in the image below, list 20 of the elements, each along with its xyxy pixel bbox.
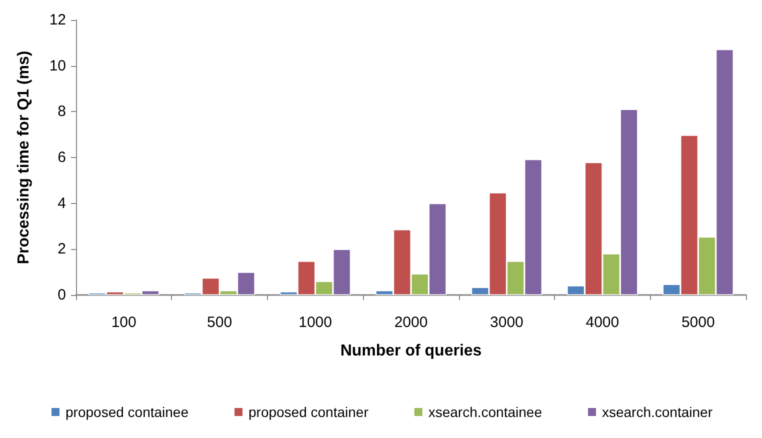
y-tick-label: 12 xyxy=(49,12,66,28)
y-tick-label: 8 xyxy=(58,103,66,120)
y-tick-label: 4 xyxy=(58,194,66,212)
y-tick-label: 6 xyxy=(58,149,66,166)
y-tick-label: 0 xyxy=(58,286,66,304)
x-tick-label: 4000 xyxy=(586,314,620,331)
x-tick-label: 100 xyxy=(111,314,136,331)
y-axis-title: Processing time for Q1 (ms) xyxy=(16,50,32,264)
legend-label: xsearch.containee xyxy=(428,404,542,420)
y-tick-label: 10 xyxy=(49,57,66,74)
legend-label: proposed container xyxy=(248,404,369,420)
x-tick-label: 2000 xyxy=(394,314,428,331)
legend-label: xsearch.container xyxy=(602,404,713,420)
x-tick-label: 1000 xyxy=(298,314,332,331)
legend-label: proposed containee xyxy=(66,404,189,420)
y-tick-label: 2 xyxy=(58,240,66,258)
x-tick-label: 3000 xyxy=(490,314,524,331)
x-axis-title: Number of queries xyxy=(340,342,482,360)
x-tick-label: 500 xyxy=(207,314,232,331)
x-tick-label: 5000 xyxy=(681,314,715,331)
